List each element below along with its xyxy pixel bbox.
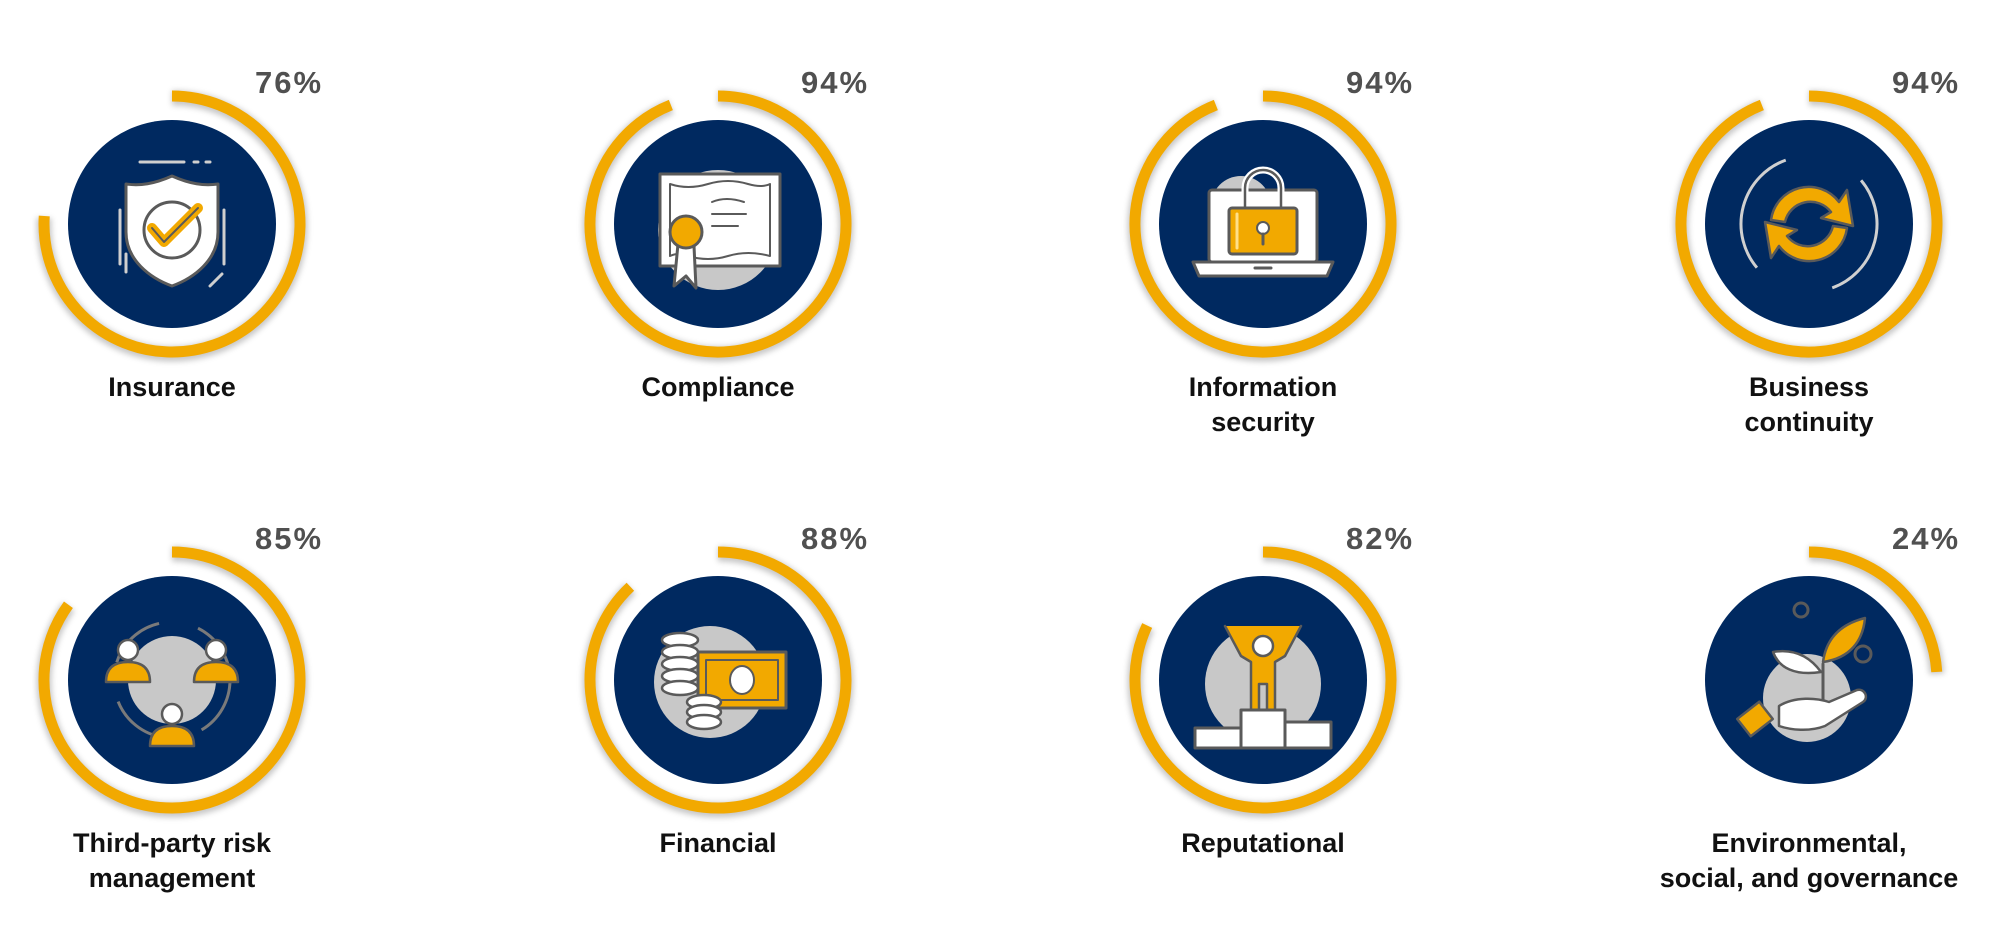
metric-cell: 94% Information security: [1127, 65, 1414, 437]
plant-hand-icon: [1735, 601, 1873, 742]
percent-label: 88%: [801, 521, 869, 556]
refresh-arrows-icon: [1739, 158, 1879, 290]
progress-ring: [1808, 546, 1943, 673]
percent-label: 94%: [801, 65, 869, 100]
category-label: Compliance: [641, 372, 794, 402]
category-label: Insurance: [108, 372, 236, 402]
percent-label: 85%: [255, 521, 323, 556]
metric-cell: 85% Third-party risk management: [36, 521, 323, 893]
progress-ring: [1129, 546, 1397, 814]
money-coins-icon: [654, 626, 788, 738]
percent-label: 24%: [1892, 521, 1960, 556]
percent-label: 94%: [1346, 65, 1414, 100]
podium-person-icon: [1193, 624, 1333, 750]
category-label: security: [1211, 407, 1315, 437]
progress-ring: [1675, 90, 1943, 358]
progress-ring: [584, 90, 852, 358]
progress-ring: [38, 546, 306, 814]
category-label: Business: [1749, 372, 1869, 402]
percent-label: 82%: [1346, 521, 1414, 556]
progress-ring: [1129, 90, 1397, 358]
category-label: social, and governance: [1660, 863, 1959, 893]
metric-cell: 94% Compliance: [582, 65, 869, 402]
percent-label: 94%: [1892, 65, 1960, 100]
progress-ring: [38, 90, 306, 358]
category-label: Reputational: [1181, 828, 1345, 858]
category-label: Third-party risk: [73, 828, 272, 858]
certificate-icon: [658, 170, 782, 290]
metric-cell: 82% Reputational: [1127, 521, 1414, 858]
category-label: continuity: [1745, 407, 1874, 437]
category-label: Financial: [659, 828, 776, 858]
metric-cell: 24% Environmental, social, and governance: [1660, 521, 1960, 893]
metric-cell: 94% Business continuity: [1673, 65, 1960, 437]
progress-ring: [584, 546, 852, 814]
category-label: Information: [1189, 372, 1338, 402]
icon-disc: [1705, 120, 1913, 328]
people-network-icon: [104, 620, 240, 748]
laptop-lock-icon: [1191, 166, 1335, 278]
shield-check-icon: [118, 160, 226, 288]
category-label: Environmental,: [1711, 828, 1906, 858]
percent-label: 76%: [255, 65, 323, 100]
metric-cell: 76% Insurance: [36, 65, 323, 402]
metric-cell: 88% Financial: [582, 521, 869, 858]
category-label: management: [89, 863, 256, 893]
